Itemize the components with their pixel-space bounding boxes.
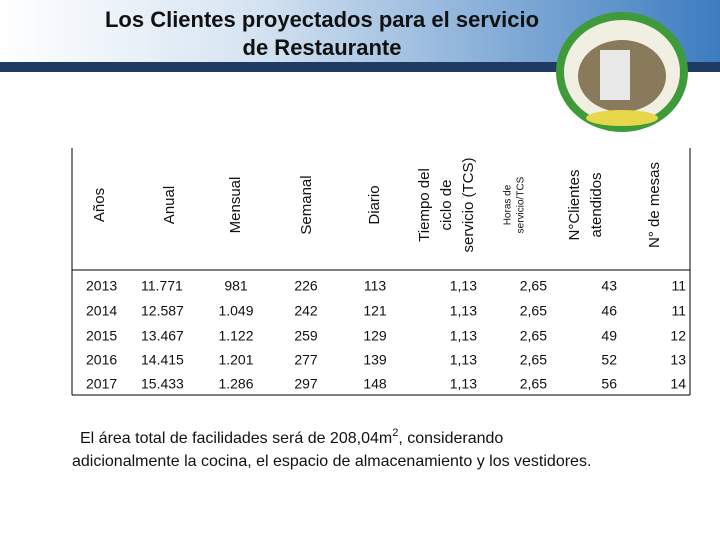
table-cell: 148 [363,376,387,392]
column-header: Anual [161,186,178,224]
table-cell: 981 [224,278,248,294]
table-cell: 259 [294,328,318,344]
table-cell: 1,13 [450,376,477,392]
logo [556,12,688,132]
table-cell: 14 [670,376,686,392]
table-cell: 1,13 [450,352,477,368]
table-cell: 2016 [86,352,117,368]
table-cell: 46 [601,303,617,319]
title: de Restaurante [243,35,402,60]
column-header: Diario [366,185,383,224]
table-cell: 139 [363,352,387,368]
title: Los Clientes proyectados para el servici… [105,7,539,32]
table-cell: 52 [601,352,617,368]
table-cell: 15.433 [141,376,184,392]
table-cell: 56 [601,376,617,392]
table-cell: 226 [294,278,318,294]
table-cell: 1,13 [450,278,477,294]
table-cell: 49 [601,328,617,344]
table-cell: 129 [363,328,387,344]
column-header: atendidos [588,172,605,237]
column-header: ciclo de [438,180,455,231]
table-cell: 12.587 [141,303,184,319]
column-header: servicio/TCS [516,176,527,233]
table-cell: 11.771 [141,278,183,294]
table-cell: 11 [671,303,686,319]
column-header: Tiempo del [416,168,433,242]
note: adicionalmente la cocina, el espacio de … [72,453,591,470]
table-cell: 297 [294,376,318,392]
table-cell: 2,65 [520,376,547,392]
table: Años Anual Mensual Semanal Diario Tiempo del c… [71,148,691,396]
table-cell: 2,65 [520,278,547,294]
table-cell: 13.467 [141,328,184,344]
table-cell: 277 [294,352,318,368]
note-text: , considerando [398,430,503,447]
table-cell: 2,65 [520,328,547,344]
table-cell: 1.201 [218,352,253,368]
table-cell: 2015 [86,328,117,344]
column-header: servicio (TCS) [460,157,477,252]
column-header: N°Clientes [566,169,583,240]
table-cell: 2,65 [520,303,547,319]
table-cell: 2,65 [520,352,547,368]
column-header: Años [91,188,108,222]
table-cell: 11 [671,278,686,294]
table-cell: 113 [364,278,387,294]
column-header: Horas de [503,184,514,225]
table-cell: 242 [294,303,318,319]
table-cell: 1,13 [450,328,477,344]
note: El área total de facilidades será de 208… [80,427,503,447]
table-cell: 1.286 [218,376,253,392]
column-header: Mensual [227,177,244,234]
table-cell: 2014 [86,303,117,319]
table-cell: 1.122 [218,328,253,344]
note-sup: 2 [392,427,398,439]
column-header: Semanal [298,175,315,234]
column-header: N° de mesas [646,162,663,248]
note-text: El área total de facilidades será de 208… [80,430,392,447]
table-cell: 121 [363,303,387,319]
table-cell: 2013 [86,278,117,294]
table-cell: 2017 [86,376,117,392]
table-cell: 12 [670,328,686,344]
table-cell: 43 [601,278,617,294]
table-cell: 1,13 [450,303,477,319]
table-cell: 1.049 [218,303,253,319]
header-strip [0,62,720,72]
table-cell: 13 [670,352,686,368]
table-cell: 14.415 [141,352,184,368]
